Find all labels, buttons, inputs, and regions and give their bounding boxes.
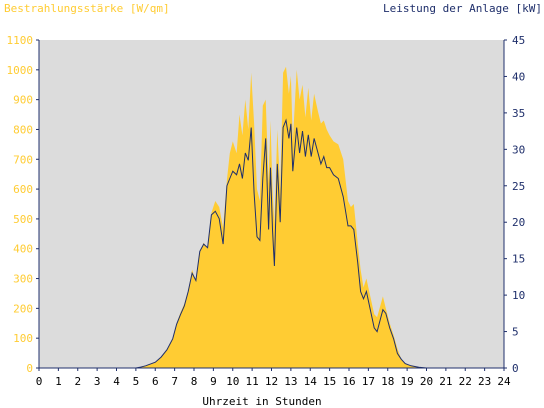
x-tick-label: 22 [459, 375, 472, 388]
x-tick-label: 2 [74, 375, 81, 388]
x-tick-label: 19 [401, 375, 414, 388]
x-tick-label: 17 [362, 375, 375, 388]
x-tick-label: 16 [342, 375, 355, 388]
x-tick-label: 4 [113, 375, 120, 388]
right-tick-label: 0 [512, 362, 519, 375]
left-tick-label: 0 [26, 362, 33, 375]
x-axis-title: Uhrzeit in Stunden [202, 395, 321, 408]
right-tick-label: 35 [512, 107, 525, 120]
x-tick-label: 1 [55, 375, 62, 388]
left-tick-label: 200 [13, 302, 33, 315]
left-tick-label: 100 [13, 332, 33, 345]
x-tick-label: 7 [171, 375, 178, 388]
x-tick-label: 0 [36, 375, 43, 388]
x-tick-label: 10 [226, 375, 239, 388]
irradiance-area [39, 66, 504, 369]
right-tick-label: 10 [512, 289, 525, 302]
x-tick-label: 9 [210, 375, 217, 388]
right-tick-label: 5 [512, 326, 519, 339]
x-tick-label: 13 [284, 375, 297, 388]
x-tick-label: 18 [381, 375, 394, 388]
right-tick-label: 40 [512, 70, 525, 83]
tick-labels: 0100200300400500600700800900100011000510… [7, 34, 526, 388]
axes [36, 39, 507, 371]
x-tick-label: 11 [246, 375, 259, 388]
left-tick-label: 300 [13, 273, 33, 286]
left-tick-label: 600 [13, 183, 33, 196]
left-tick-label: 1100 [7, 34, 34, 47]
x-tick-label: 20 [420, 375, 433, 388]
right-axis-title: Leistung der Anlage [kW] [383, 2, 542, 15]
x-tick-label: 21 [439, 375, 452, 388]
left-tick-label: 900 [13, 94, 33, 107]
right-tick-label: 20 [512, 216, 525, 229]
power-line [39, 118, 504, 369]
x-tick-label: 15 [323, 375, 336, 388]
left-tick-label: 800 [13, 123, 33, 136]
x-tick-label: 3 [94, 375, 101, 388]
x-tick-label: 6 [152, 375, 159, 388]
left-tick-label: 1000 [7, 64, 34, 77]
right-tick-label: 15 [512, 253, 525, 266]
right-tick-label: 30 [512, 143, 525, 156]
right-tick-label: 25 [512, 180, 525, 193]
x-tick-label: 14 [304, 375, 318, 388]
x-tick-label: 24 [497, 375, 511, 388]
left-tick-label: 700 [13, 153, 33, 166]
left-tick-label: 400 [13, 243, 33, 256]
right-tick-label: 45 [512, 34, 525, 47]
x-tick-label: 8 [191, 375, 198, 388]
left-axis-title: Bestrahlungsstärke [W/qm] [4, 2, 170, 15]
x-tick-label: 23 [478, 375, 491, 388]
left-tick-label: 500 [13, 213, 33, 226]
x-tick-label: 5 [133, 375, 140, 388]
x-tick-label: 12 [265, 375, 278, 388]
